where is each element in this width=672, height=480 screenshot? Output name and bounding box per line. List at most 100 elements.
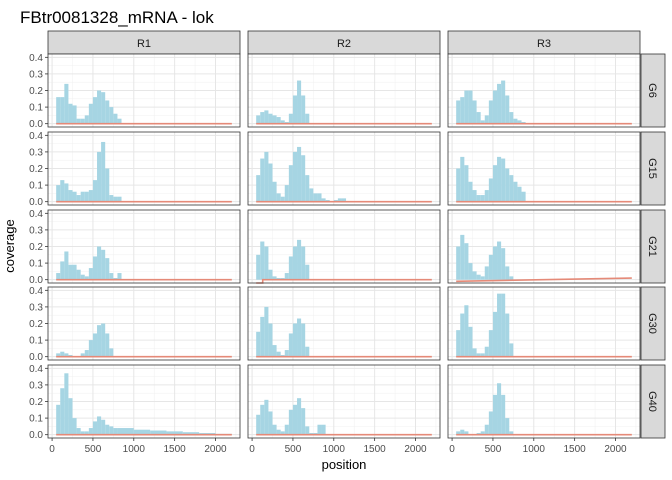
- y-tick-label: 0.1: [29, 259, 43, 270]
- panel-border: [447, 364, 641, 439]
- y-tick-label: 0.0: [29, 430, 43, 441]
- coverage-bar: [341, 198, 347, 202]
- coverage-bar: [260, 158, 265, 202]
- coverage-bar: [256, 331, 261, 357]
- coverage-bar: [484, 346, 489, 357]
- coverage-bar: [509, 175, 514, 202]
- column-strip-label: R3: [537, 38, 551, 50]
- panel-r2-g30: [247, 286, 441, 361]
- x-tick-label: 0: [449, 444, 455, 455]
- coverage-bar: [325, 200, 330, 202]
- coverage-bar: [80, 274, 85, 280]
- coverage-bar: [284, 424, 289, 435]
- coverage-bar: [301, 323, 306, 357]
- y-tick-label: 0.4: [29, 53, 43, 64]
- expected-coverage-line: [456, 277, 632, 283]
- coverage-bar: [456, 330, 461, 357]
- coverage-bar: [60, 261, 65, 280]
- coverage-bar: [113, 196, 118, 202]
- coverage-bar: [276, 351, 281, 357]
- coverage-bar: [280, 355, 285, 357]
- panel-r3-g15: [447, 131, 641, 206]
- panel-r1-g6: 0.0 0.1 0.2 0.3 0.4: [29, 53, 241, 130]
- y-tick-label: 0.1: [29, 103, 43, 114]
- coverage-bar: [497, 156, 502, 202]
- coverage-bar: [64, 353, 69, 357]
- coverage-bar: [513, 118, 518, 124]
- x-tick-label: 2000: [204, 444, 227, 455]
- coverage-bar: [488, 330, 493, 357]
- coverage-bar: [68, 264, 73, 280]
- coverage-bar: [468, 263, 473, 280]
- coverage-bar: [280, 278, 285, 280]
- x-tick-label: 1000: [323, 444, 346, 455]
- coverage-bar: [105, 333, 110, 357]
- coverage-bar: [321, 424, 326, 435]
- coverage-bar: [97, 246, 102, 280]
- coverage-bar: [480, 195, 485, 202]
- row-strip-g40: [640, 364, 666, 439]
- coverage-bar: [72, 264, 77, 280]
- coverage-bar: [113, 278, 118, 280]
- coverage-bar: [101, 92, 106, 124]
- coverage-bar: [280, 196, 285, 202]
- coverage-bar: [260, 241, 265, 280]
- coverage-bar: [460, 156, 465, 202]
- coverage-bar: [109, 273, 114, 280]
- coverage-bar: [56, 97, 61, 124]
- coverage-bar: [476, 195, 481, 202]
- coverage-bar: [64, 373, 69, 435]
- coverage-bar: [501, 293, 506, 357]
- panel-border: [247, 364, 441, 439]
- row-strip-label: G30: [646, 313, 658, 334]
- x-axis-label: position: [322, 457, 367, 472]
- x-tick-label: 0: [249, 444, 255, 455]
- coverage-bar: [284, 122, 289, 124]
- coverage-bar: [117, 196, 122, 202]
- coverage-bar: [288, 333, 293, 357]
- x-tick-label: 1500: [564, 444, 587, 455]
- coverage-bar: [292, 323, 298, 357]
- coverage-bar: [488, 178, 493, 202]
- y-tick-label: 0.0: [29, 197, 43, 208]
- coverage-bar: [305, 264, 310, 280]
- coverage-bar: [301, 155, 306, 202]
- coverage-bar: [484, 266, 489, 280]
- coverage-bar: [480, 353, 485, 357]
- coverage-bar: [509, 112, 514, 124]
- panel-border: [247, 209, 441, 284]
- coverage-bar: [476, 274, 481, 280]
- coverage-bar: [84, 191, 89, 202]
- coverage-bar: [56, 185, 61, 202]
- coverage-bar: [256, 254, 261, 280]
- row-strip-label: G6: [646, 83, 658, 98]
- coverage-bar: [64, 183, 69, 202]
- coverage-bar: [456, 100, 461, 124]
- coverage-bar: [484, 424, 489, 435]
- coverage-bar: [505, 313, 510, 357]
- coverage-bar: [117, 273, 122, 280]
- coverage-bar: [101, 141, 106, 202]
- coverage-bar: [60, 97, 65, 124]
- x-tick-label: 1500: [364, 444, 387, 455]
- coverage-bar: [472, 271, 477, 280]
- coverage-bar: [297, 318, 302, 357]
- panel-border: [447, 286, 641, 361]
- panel-border: [447, 209, 641, 284]
- coverage-bar: [292, 404, 298, 435]
- coverage-bar: [305, 113, 310, 124]
- y-tick-label: 0.3: [29, 225, 43, 236]
- coverage-bar: [272, 424, 277, 435]
- coverage-bar: [64, 83, 69, 124]
- coverage-bar: [133, 429, 151, 435]
- coverage-bar: [76, 269, 81, 280]
- coverage-bar: [297, 80, 302, 124]
- x-tick-label: 1500: [164, 444, 187, 455]
- coverage-bar: [68, 103, 73, 124]
- coverage-bar: [264, 151, 269, 202]
- coverage-bar: [105, 168, 110, 202]
- coverage-bar: [276, 117, 281, 124]
- coverage-bar: [517, 120, 522, 124]
- coverage-bar: [84, 350, 89, 357]
- coverage-bar: [456, 246, 461, 280]
